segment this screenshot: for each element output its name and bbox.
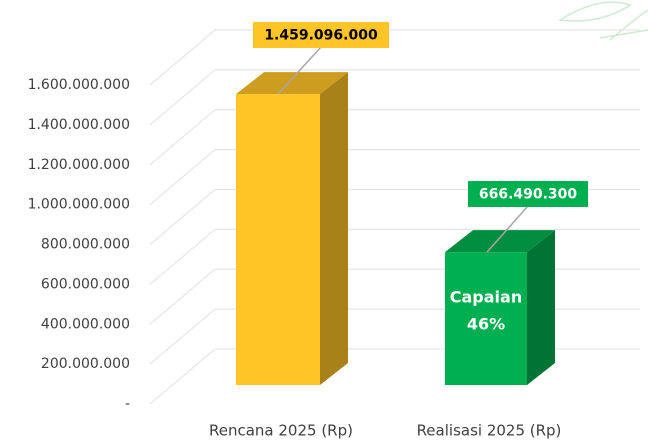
grid-line — [149, 109, 640, 166]
x-tick-label: Realisasi 2025 (Rp) — [417, 422, 562, 440]
y-tick-label: 1.000.000.000 — [28, 197, 130, 213]
grid-line — [149, 29, 640, 86]
y-tick-label: 1.600.000.000 — [28, 77, 130, 93]
leaf-outline — [557, 1, 632, 22]
y-tick-label: 200.000.000 — [41, 356, 130, 372]
leader-line — [486, 205, 529, 253]
annotation: 46% — [467, 315, 505, 334]
grid-line — [149, 308, 640, 365]
value-label: 666.490.300 — [479, 187, 578, 203]
bar — [236, 94, 320, 385]
y-tick-label: 400.000.000 — [41, 316, 130, 332]
grid-line — [149, 268, 640, 325]
y-tick-label: 800.000.000 — [41, 237, 130, 253]
grid-line — [149, 149, 640, 206]
y-tick-label: 600.000.000 — [41, 276, 130, 292]
grid-line — [149, 69, 640, 126]
grid-line — [149, 228, 640, 285]
annotation: Capaian — [450, 288, 522, 307]
x-tick-label: Rencana 2025 (Rp) — [209, 422, 353, 440]
grid-line — [149, 348, 640, 405]
y-tick-label: 1.200.000.000 — [28, 157, 130, 173]
bar-side — [527, 230, 555, 385]
decoration — [557, 1, 648, 41]
bar-top — [445, 230, 555, 253]
bar-top — [236, 72, 348, 95]
bar — [445, 252, 527, 385]
leader-line — [277, 46, 322, 95]
value-label-box — [253, 22, 389, 48]
leaf-outline — [599, 9, 648, 41]
value-label-box — [468, 181, 588, 207]
value-label: 1.459.096.000 — [264, 28, 378, 44]
y-tick-label: - — [125, 396, 130, 412]
bar-side — [320, 72, 348, 385]
y-tick-label: 1.400.000.000 — [28, 117, 130, 133]
